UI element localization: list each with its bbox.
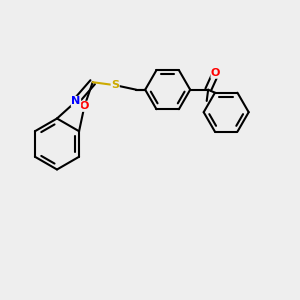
Text: O: O: [211, 68, 220, 78]
Text: S: S: [111, 80, 119, 90]
Text: O: O: [80, 101, 89, 111]
Text: N: N: [71, 96, 81, 106]
